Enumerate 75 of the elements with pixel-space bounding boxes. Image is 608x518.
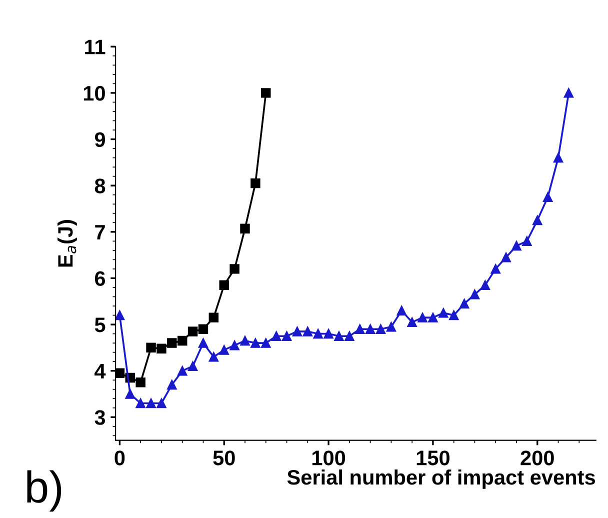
point xyxy=(125,389,135,399)
point xyxy=(542,192,553,202)
y-axis-title: E$_{a}$(J) xyxy=(57,220,77,267)
point xyxy=(553,152,564,163)
point xyxy=(459,298,470,309)
point xyxy=(365,324,376,334)
y-tick-label: 10 xyxy=(84,86,105,101)
x-axis-title: Serial number of impact events xyxy=(287,469,596,489)
point xyxy=(116,310,125,320)
point xyxy=(261,88,271,98)
point xyxy=(448,310,459,320)
point xyxy=(156,344,166,354)
point xyxy=(219,345,229,355)
point xyxy=(522,236,532,246)
point xyxy=(512,240,522,251)
point xyxy=(208,312,219,322)
point xyxy=(302,326,313,336)
point xyxy=(438,308,448,318)
point xyxy=(532,215,542,226)
point xyxy=(146,342,156,353)
point xyxy=(198,324,208,334)
y-tick-label: 7 xyxy=(95,225,105,240)
point xyxy=(146,398,156,408)
point xyxy=(564,88,574,98)
point xyxy=(354,324,365,334)
point xyxy=(240,224,250,234)
point xyxy=(334,331,344,341)
point xyxy=(271,331,282,341)
point xyxy=(230,340,240,350)
point xyxy=(376,324,386,334)
point xyxy=(198,338,208,348)
point xyxy=(480,280,490,290)
point xyxy=(167,380,177,390)
point xyxy=(177,336,188,346)
point xyxy=(230,264,240,274)
y-tick-label: 4 xyxy=(94,364,106,378)
point xyxy=(250,338,260,348)
x-tick-label: 0 xyxy=(114,450,125,466)
point xyxy=(407,317,417,328)
y-tick-label: 8 xyxy=(94,178,106,194)
point xyxy=(324,328,334,339)
point xyxy=(240,336,250,346)
y-tick-label: 5 xyxy=(94,318,106,332)
point xyxy=(136,398,146,408)
point xyxy=(188,326,198,336)
point xyxy=(167,338,177,348)
point xyxy=(418,312,428,322)
x-tick-label: 200 xyxy=(520,450,554,466)
point xyxy=(292,326,302,336)
x-tick-label: 150 xyxy=(416,450,450,466)
point xyxy=(470,290,480,300)
point xyxy=(219,280,229,290)
point xyxy=(177,366,188,376)
point xyxy=(116,368,125,378)
y-tick-label: 9 xyxy=(94,132,106,148)
x-tick-label: 50 xyxy=(213,450,235,466)
point xyxy=(282,331,292,341)
x-tick-label: 100 xyxy=(312,450,346,466)
point xyxy=(396,306,406,316)
y-tick-label: 6 xyxy=(94,271,106,286)
point xyxy=(156,398,166,408)
point xyxy=(490,264,500,274)
point xyxy=(428,312,438,322)
point xyxy=(261,338,271,348)
point xyxy=(501,252,511,262)
point xyxy=(136,378,146,388)
point xyxy=(250,178,260,188)
point xyxy=(386,322,396,332)
point xyxy=(313,328,323,339)
point xyxy=(188,361,198,372)
point xyxy=(344,331,354,341)
y-tick-label: 3 xyxy=(94,410,106,425)
y-tick-label: 11 xyxy=(85,40,106,54)
text: b) xyxy=(27,470,62,512)
point xyxy=(208,352,219,362)
